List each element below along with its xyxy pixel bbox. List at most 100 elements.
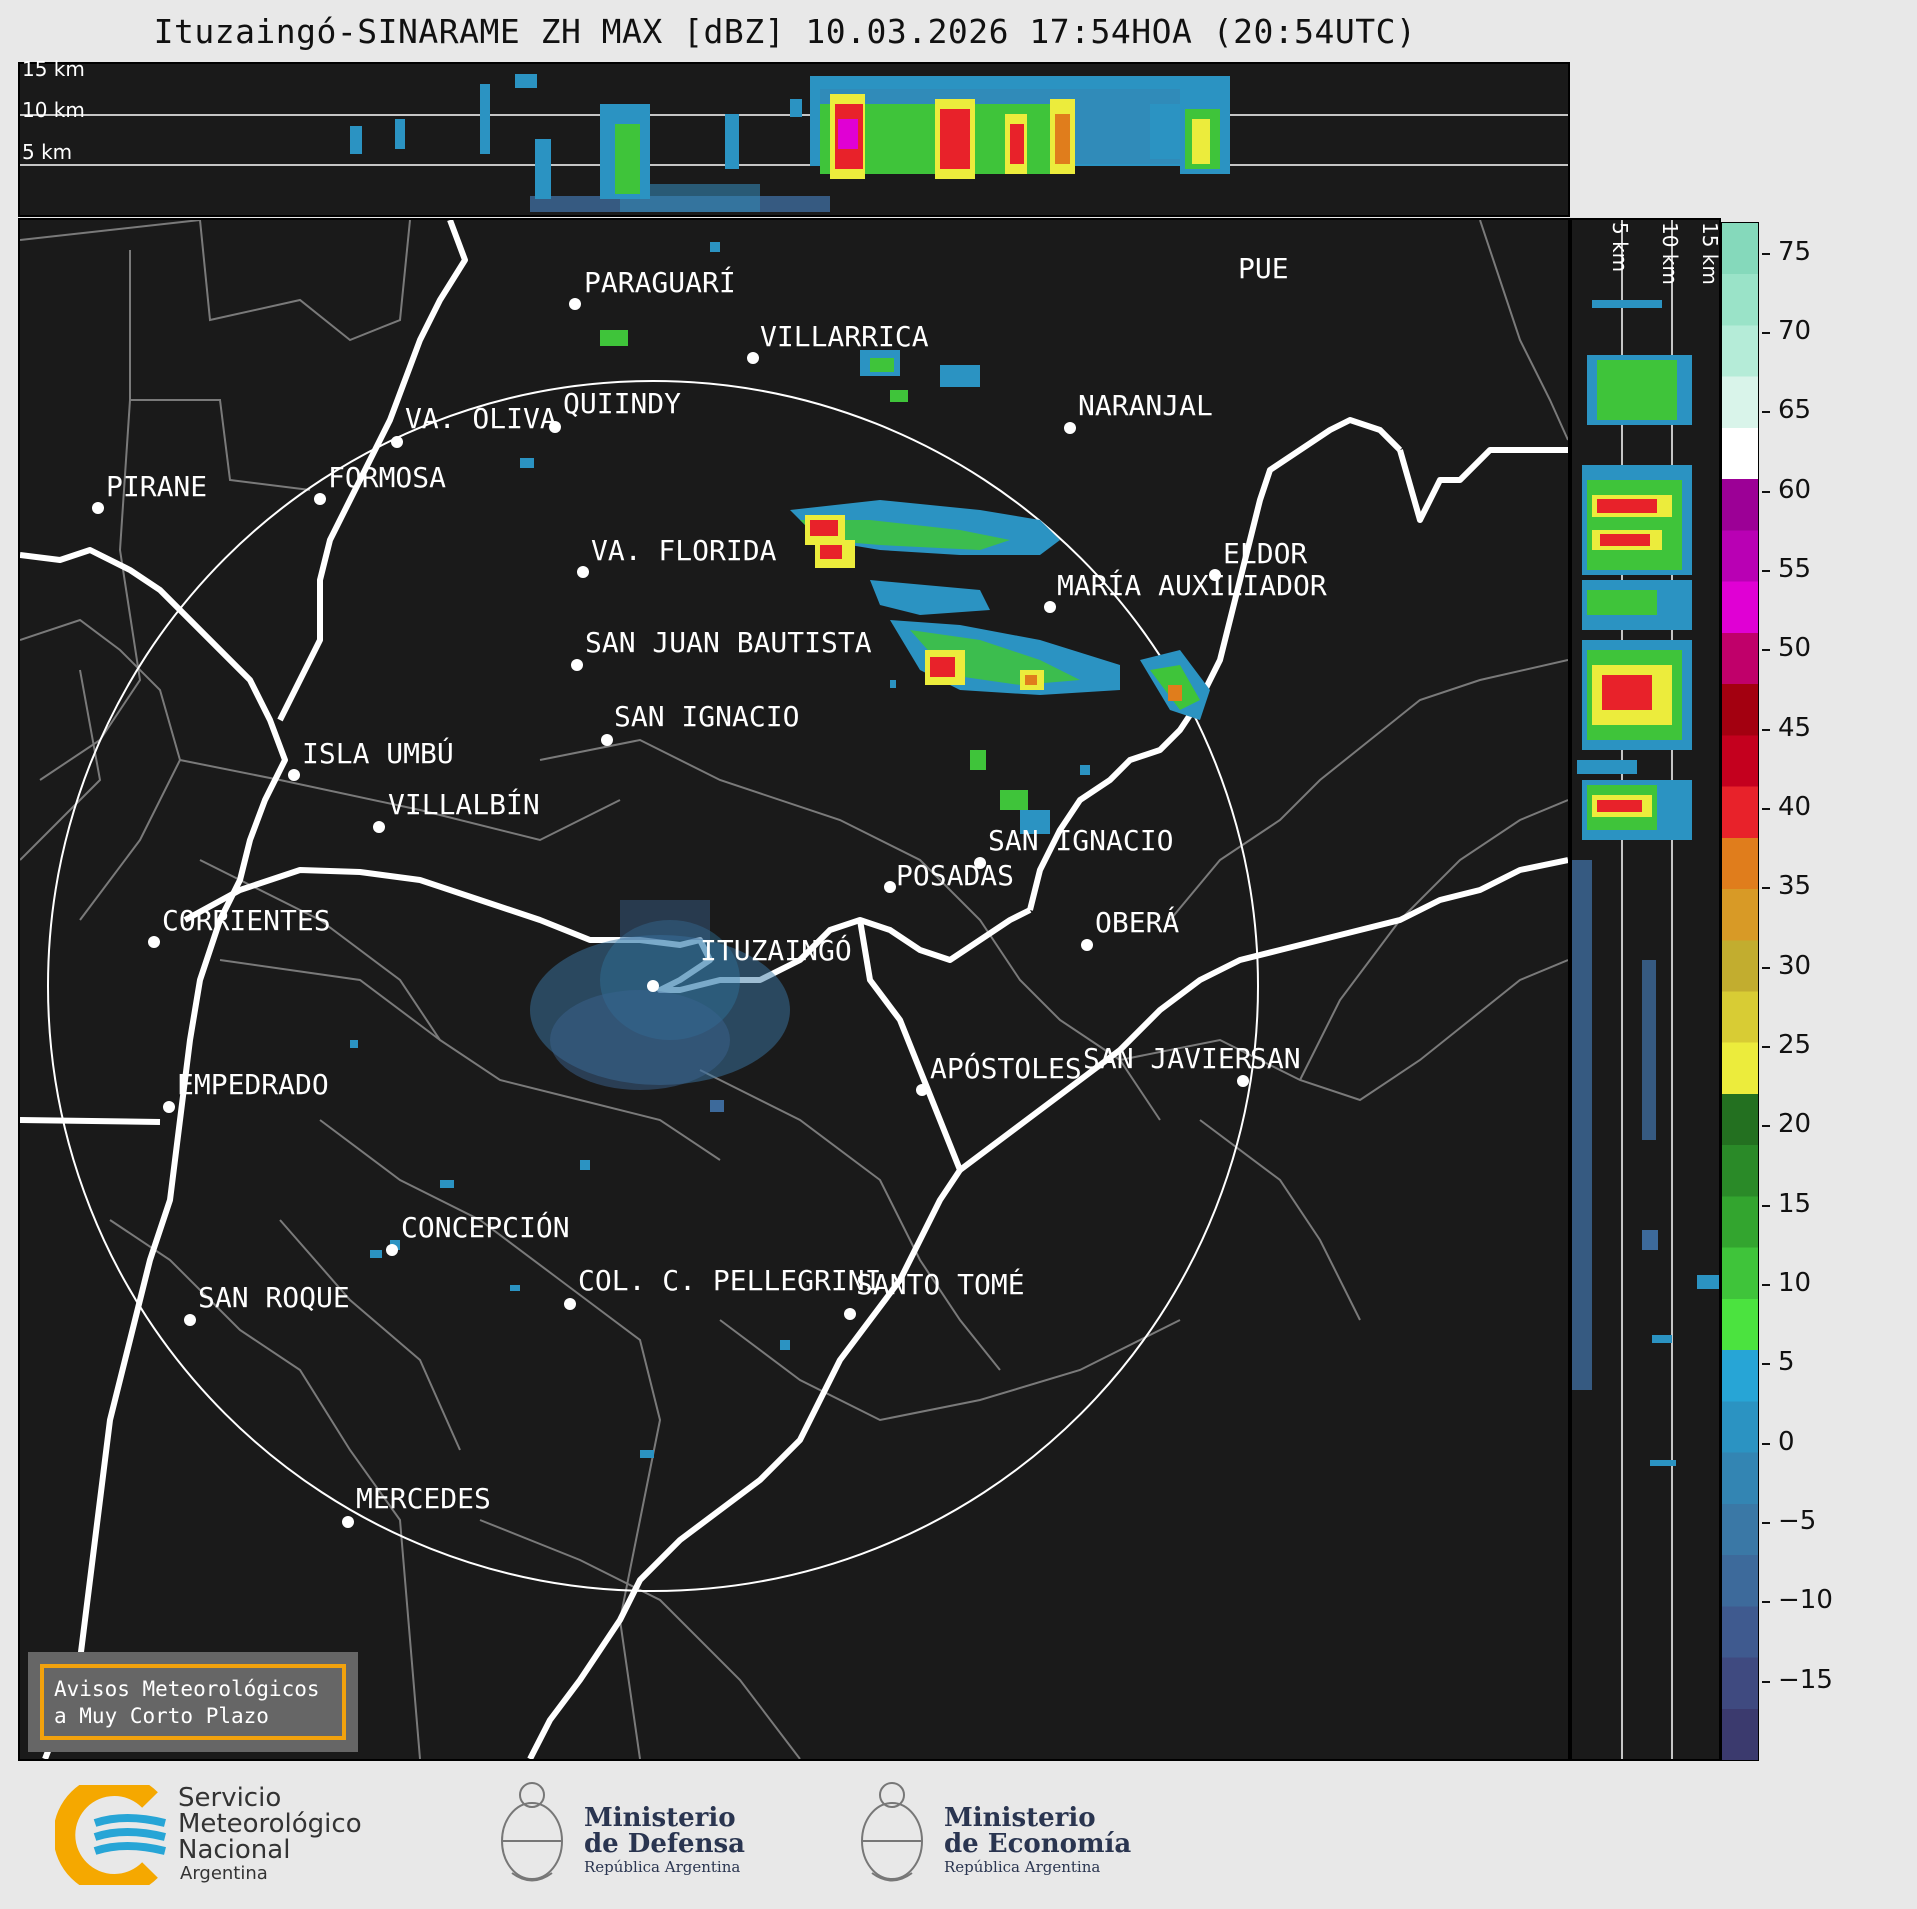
svg-text:POSADAS: POSADAS [896,859,1014,892]
svg-text:NARANJAL: NARANJAL [1078,389,1213,422]
colorbar-tick-label: 40 [1778,792,1812,823]
city-pirane: PIRANE [92,470,207,514]
city-pue: PUE [1238,252,1289,285]
colorbar-tick-label: −10 [1778,1585,1833,1616]
svg-text:MERCEDES: MERCEDES [356,1482,491,1515]
colorbar-tick-label: 15 [1778,1188,1812,1219]
colorbar-tick-label: 0 [1778,1426,1795,1457]
city-naranjal: NARANJAL [1064,389,1213,434]
city-san-ignacio-ar: SAN IGNACIO [974,824,1173,869]
colorbar [1721,222,1759,1761]
alt-label-10km: 10 km [22,98,85,122]
warning-line-2: a Muy Corto Plazo [54,1704,269,1728]
svg-text:SAN JUAN BAUTISTA: SAN JUAN BAUTISTA [585,626,872,659]
top-cross-section-panel: 15 km 10 km 5 km [18,57,1570,217]
city-paraguari: PARAGUARÍ [569,265,736,310]
svg-text:PUE: PUE [1238,252,1289,285]
svg-text:SANTO TOMÉ: SANTO TOMÉ [856,1267,1025,1301]
colorbar-tick-label: 60 [1778,474,1812,505]
svg-text:VA. OLIVA: VA. OLIVA [405,402,557,435]
city-san: SAN [1237,1042,1301,1087]
svg-text:PARAGUARÍ: PARAGUARÍ [584,265,736,299]
svg-text:QUIINDY: QUIINDY [563,387,681,420]
svg-text:VILLARRICA: VILLARRICA [760,320,929,353]
svg-text:SAN ROQUE: SAN ROQUE [198,1281,350,1314]
economia-coat-of-arms-icon [861,1782,923,1882]
svg-text:FORMOSA: FORMOSA [328,461,446,494]
colorbar-tick-label: 45 [1778,712,1812,743]
svg-text:EMPEDRADO: EMPEDRADO [177,1068,329,1101]
ground-clutter [530,900,790,1090]
svg-text:VILLALBÍN: VILLALBÍN [388,787,540,821]
colorbar-tick-label: 30 [1778,950,1812,981]
radar-map[interactable]: PIRANE PARAGUARÍ VILLARRICA QUIINDY VA. … [20,220,1568,1759]
colorbar-tick-label: 25 [1778,1030,1812,1061]
city-san-juan-bautista: SAN JUAN BAUTISTA [571,626,872,671]
city-villarrica: VILLARRICA [747,320,929,364]
city-villalbin: VILLALBÍN [373,787,540,833]
smn-logo-icon [55,1785,166,1885]
city-formosa: FORMOSA [314,461,446,505]
svg-text:ISLA UMBÚ: ISLA UMBÚ [302,736,454,770]
city-quiindy: QUIINDY [549,387,681,433]
svg-text:VA. FLORIDA: VA. FLORIDA [591,534,777,567]
city-corrientes: CORRIENTES [148,904,331,948]
colorbar-tick-label: 20 [1778,1109,1812,1140]
colorbar-tick-label: 75 [1778,236,1812,267]
svg-text:SAN: SAN [1250,1042,1301,1075]
side-alt-label-10km: 10 km [1658,222,1682,285]
svg-text:COL. C. PELLEGRINI: COL. C. PELLEGRINI [578,1264,881,1297]
footer: Servicio Meteorológico Nacional Argentin… [0,1761,1917,1909]
svg-text:SAN JAVIER: SAN JAVIER [1083,1042,1252,1075]
alt-label-15km: 15 km [22,57,85,81]
radar-map-panel[interactable]: PIRANE PARAGUARÍ VILLARRICA QUIINDY VA. … [18,218,1570,1761]
colorbar-tick-label: 55 [1778,554,1812,585]
colorbar-labels: 75 70 65 60 55 50 45 40 35 30 25 20 15 10 5 0 −5 −10 −15 [1762,222,1882,1761]
colorbar-tick-label: 70 [1778,316,1812,347]
svg-text:OBERÁ: OBERÁ [1095,905,1179,939]
defensa-name: Ministerio de Defensa República Argentin… [584,1803,745,1876]
svg-text:CORRIENTES: CORRIENTES [162,904,331,937]
city-santo-tome: SANTO TOMÉ [844,1267,1025,1320]
warning-line-1: Avisos Meteorológicos [54,1677,320,1701]
warning-box-inner[interactable]: Avisos Meteorológicos a Muy Corto Plazo [40,1664,346,1740]
svg-text:ITUZAINGÓ: ITUZAINGÓ [700,933,852,967]
city-maria-auxiliador: MARÍA AUXILIADOR [1044,568,1327,613]
precipitation-echoes [350,242,1210,1458]
international-borders [20,220,1568,1759]
svg-text:SAN IGNACIO: SAN IGNACIO [614,700,799,733]
city-markers: PIRANE PARAGUARÍ VILLARRICA QUIINDY VA. … [92,252,1327,1528]
svg-text:MARÍA AUXILIADOR: MARÍA AUXILIADOR [1057,568,1327,602]
province-borders [20,220,1568,1759]
svg-text:APÓSTOLES: APÓSTOLES [930,1051,1082,1085]
city-va-florida: VA. FLORIDA [577,534,777,578]
colorbar-tick-label: −5 [1778,1506,1817,1536]
city-va-oliva: VA. OLIVA [391,402,557,448]
side-alt-label-5km: 5 km [1608,222,1632,273]
svg-text:PIRANE: PIRANE [106,470,207,503]
city-san-javier: SAN JAVIER [1083,1042,1252,1075]
city-concepcion: CONCEPCIÓN [386,1210,570,1256]
city-empedrado: EMPEDRADO [163,1068,329,1113]
warning-box[interactable]: Avisos Meteorológicos a Muy Corto Plazo [28,1652,358,1752]
city-ituzaingo: ITUZAINGÓ [647,933,852,992]
alt-label-5km: 5 km [22,140,73,164]
svg-text:SAN IGNACIO: SAN IGNACIO [988,824,1173,857]
city-apostoles: APÓSTOLES [916,1051,1082,1096]
radar-title: Ituzaingó-SINARAME ZH MAX [dBZ] 10.03.20… [153,12,1417,51]
top-cross-section-graphic [20,74,1568,212]
city-eldor: ELDOR [1209,537,1307,581]
city-san-roque: SAN ROQUE [184,1281,350,1326]
colorbar-tick-label: 50 [1778,633,1812,664]
economia-name: Ministerio de Economía República Argenti… [944,1803,1132,1876]
defensa-coat-of-arms-icon [501,1782,563,1882]
colorbar-tick-label: −15 [1778,1664,1833,1695]
colorbar-tick-label: 10 [1778,1268,1812,1299]
range-ring [47,380,1259,1592]
side-alt-label-15km: 15 km [1698,222,1722,285]
city-san-ignacio-py: SAN IGNACIO [601,700,799,746]
city-col-c-pellegrini: COL. C. PELLEGRINI [564,1264,881,1310]
colorbar-tick-label: 65 [1778,395,1812,426]
city-isla-umbu: ISLA UMBÚ [288,736,454,781]
side-cross-section-panel: 5 km 10 km 15 km [1570,218,1722,1761]
